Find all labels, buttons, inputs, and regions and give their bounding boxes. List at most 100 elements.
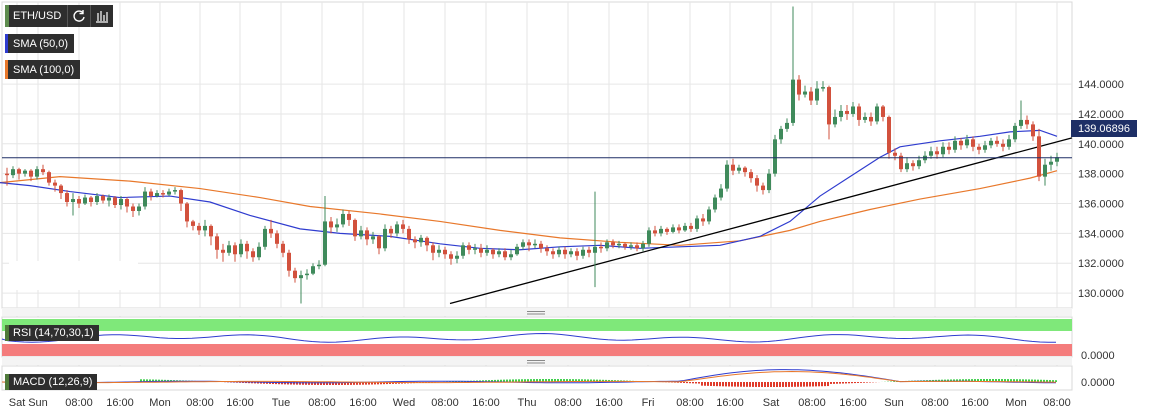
macd-histogram-bar xyxy=(485,380,487,382)
macd-histogram-bar xyxy=(968,379,970,382)
symbol-label[interactable]: ETH/USD xyxy=(5,5,67,27)
macd-histogram-bar xyxy=(251,382,253,384)
candle-body xyxy=(53,182,57,186)
macd-histogram-bar xyxy=(701,382,703,386)
candle-body xyxy=(161,193,165,195)
macd-histogram-bar xyxy=(281,382,283,385)
macd-histogram-bar xyxy=(380,382,382,385)
macd-histogram-bar xyxy=(1028,379,1030,382)
candle-body xyxy=(869,116,873,122)
candle-body xyxy=(485,249,489,253)
macd-histogram-bar xyxy=(728,382,730,387)
macd-tick-label: 0.0000 xyxy=(1081,377,1115,389)
macd-histogram-bar xyxy=(833,382,835,384)
x-tick-label: 16:00 xyxy=(595,397,623,409)
candle-body xyxy=(215,236,219,250)
x-tick-label: 08:00 xyxy=(1043,397,1071,409)
candle-body xyxy=(179,190,183,204)
macd-histogram-bar xyxy=(338,382,340,385)
y-tick-label: 132.0000 xyxy=(1078,258,1124,270)
macd-histogram-bar xyxy=(560,379,562,382)
macd-histogram-bar xyxy=(482,380,484,382)
candle-body xyxy=(593,246,597,253)
macd-histogram-bar xyxy=(575,379,577,382)
macd-histogram-bar xyxy=(374,382,376,385)
macd-histogram-bar xyxy=(782,382,784,387)
candle-body xyxy=(407,228,411,240)
candle-body xyxy=(77,199,81,204)
candle-body xyxy=(131,206,135,211)
macd-histogram-bar xyxy=(857,382,859,383)
candle-body xyxy=(581,249,585,256)
x-tick-label: Wed xyxy=(393,397,415,409)
candle-body xyxy=(503,251,507,258)
macd-histogram-bar xyxy=(515,379,517,382)
macd-histogram-bar xyxy=(725,382,727,387)
macd-histogram-bar xyxy=(977,379,979,382)
candle-body xyxy=(953,140,957,150)
macd-histogram-bar xyxy=(986,379,988,382)
macd-histogram-bar xyxy=(347,382,349,385)
macd-histogram-bar xyxy=(752,382,754,387)
x-tick-label: 16:00 xyxy=(349,397,377,409)
candle-body xyxy=(317,264,321,267)
rsi-legend[interactable]: RSI (14,70,30,1) xyxy=(5,325,99,341)
candle-body xyxy=(617,243,621,246)
candle-body xyxy=(797,79,801,95)
macd-histogram-bar xyxy=(824,382,826,387)
candle-body xyxy=(1019,119,1023,126)
candle-body xyxy=(113,197,117,206)
sma100-legend[interactable]: SMA (100,0) xyxy=(5,60,81,79)
candle-body xyxy=(401,224,405,229)
sma50-legend[interactable]: SMA (50,0) xyxy=(5,34,75,53)
macd-histogram-bar xyxy=(593,379,595,382)
macd-legend[interactable]: MACD (12,26,9) xyxy=(5,374,98,390)
macd-histogram-bar xyxy=(587,379,589,382)
candle-body xyxy=(95,196,99,203)
x-tick-label: 08:00 xyxy=(186,397,214,409)
macd-histogram-bar xyxy=(293,382,295,385)
refresh-icon[interactable] xyxy=(67,5,90,27)
y-tick-label: 140.0000 xyxy=(1078,139,1124,151)
macd-histogram-bar xyxy=(962,379,964,382)
candle-body xyxy=(65,193,69,203)
macd-histogram-bar xyxy=(512,379,514,382)
macd-histogram-bar xyxy=(956,379,958,382)
sma100-line xyxy=(0,170,1058,246)
candle-body xyxy=(791,79,795,123)
macd-histogram-bar xyxy=(854,382,856,384)
candle-body xyxy=(725,164,729,189)
macd-histogram-bar xyxy=(1055,380,1057,382)
macd-histogram-bar xyxy=(383,382,385,385)
sma100-swatch xyxy=(5,60,8,79)
macd-histogram-bar xyxy=(1049,380,1051,382)
candle-body xyxy=(839,110,843,117)
candle-body xyxy=(497,251,501,255)
macd-histogram-bar xyxy=(806,382,808,387)
macd-pane xyxy=(1,365,1073,391)
macd-histogram-bar xyxy=(698,382,700,384)
macd-histogram-bar xyxy=(143,379,145,382)
macd-histogram-bar xyxy=(719,382,721,387)
macd-histogram-bar xyxy=(500,379,502,382)
candle-body xyxy=(941,146,945,155)
macd-histogram-bar xyxy=(497,379,499,382)
candle-body xyxy=(89,197,93,203)
macd-histogram-bar xyxy=(716,382,718,387)
macd-histogram-bar xyxy=(332,382,334,385)
macd-histogram-bar xyxy=(539,379,541,382)
macd-histogram-bar xyxy=(740,382,742,387)
macd-histogram-bar xyxy=(323,382,325,385)
x-tick-label: Mon xyxy=(149,397,170,409)
candle-body xyxy=(287,252,291,271)
macd-histogram-bar xyxy=(311,382,313,385)
blank-overlay xyxy=(9,261,138,290)
macd-histogram-bar xyxy=(791,382,793,387)
bar-chart-icon[interactable] xyxy=(90,5,113,27)
macd-histogram-bar xyxy=(695,382,697,384)
candle-body xyxy=(335,224,339,228)
rsi-line xyxy=(1,332,1057,343)
candle-body xyxy=(449,254,453,259)
